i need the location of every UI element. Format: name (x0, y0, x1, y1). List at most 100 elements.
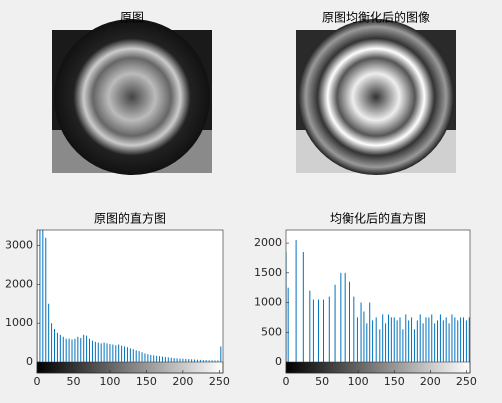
bar (396, 320, 398, 362)
bar (135, 350, 137, 362)
axes-box (285, 229, 471, 374)
bar (144, 353, 146, 362)
bar (295, 240, 297, 362)
y-tick-label: 500 (261, 325, 282, 338)
x-tick-label: 200 (420, 375, 441, 388)
bar (393, 317, 395, 362)
bar (199, 359, 201, 362)
bar (182, 358, 184, 362)
bar (196, 359, 198, 362)
bar (45, 237, 47, 362)
bar (379, 329, 381, 362)
bar (176, 358, 178, 362)
bar (344, 272, 346, 362)
y-tick-label: 1000 (254, 296, 282, 309)
bar (167, 357, 169, 362)
bar (375, 317, 377, 362)
bar (42, 230, 44, 362)
bar (211, 360, 213, 362)
bar (317, 299, 319, 362)
bar (434, 323, 436, 362)
bar (334, 284, 336, 362)
bar (191, 359, 193, 362)
x-tick-label: 200 (172, 375, 193, 388)
bar (428, 317, 430, 362)
bar (369, 302, 371, 362)
bar (208, 360, 210, 362)
bar (439, 314, 441, 362)
bar (353, 296, 355, 362)
bar (405, 314, 407, 362)
bar (51, 323, 53, 362)
bar (48, 303, 50, 362)
bar (445, 317, 447, 362)
bar (457, 320, 459, 362)
bar (431, 314, 433, 362)
bars (286, 240, 470, 362)
bar (372, 320, 374, 362)
x-tick-label: 100 (348, 375, 369, 388)
x-tick-label: 50 (315, 375, 329, 388)
bar (59, 334, 61, 362)
bar (147, 354, 149, 362)
bar (468, 317, 470, 362)
image-right (296, 19, 456, 175)
bar (402, 329, 404, 362)
colorbar (285, 361, 471, 374)
bar (121, 345, 123, 362)
bar (179, 358, 181, 362)
bar (419, 314, 421, 362)
bar (408, 320, 410, 362)
x-tick-label: 0 (34, 375, 41, 388)
bar (366, 323, 368, 362)
bar (465, 320, 467, 362)
bar (112, 344, 114, 362)
bar (387, 314, 389, 362)
bar (91, 340, 93, 362)
bar (442, 320, 444, 362)
image-left (52, 19, 212, 175)
y-tick-label: 2000 (5, 277, 33, 290)
bar (164, 356, 166, 362)
bar (103, 342, 105, 362)
x-tick-label: 250 (456, 375, 477, 388)
bar (348, 281, 350, 362)
bar (56, 332, 58, 362)
y-tick-label: 2000 (254, 236, 282, 249)
bar (54, 329, 56, 362)
bar (422, 323, 424, 362)
bar (71, 339, 73, 362)
y-tick-label: 3000 (5, 239, 33, 252)
bar (106, 343, 108, 362)
chart-title: 均衡化后的直方图 (330, 211, 426, 226)
bar (328, 296, 330, 362)
bar (185, 358, 187, 362)
bar (220, 346, 222, 362)
bar (83, 334, 85, 362)
image-title: 原图均衡化后的图像 (322, 10, 430, 25)
bars (37, 230, 222, 362)
bar (118, 344, 120, 362)
plot-area (286, 230, 470, 373)
bar (425, 317, 427, 362)
bar (97, 342, 99, 362)
y-tick-label: 0 (275, 355, 282, 368)
bar (161, 356, 163, 362)
bar (124, 346, 126, 362)
bar (89, 338, 91, 362)
bar (399, 317, 401, 362)
bar (159, 356, 161, 362)
colorbar (36, 361, 224, 374)
y-tick-label: 1000 (5, 316, 33, 329)
bar (309, 290, 311, 362)
bar (390, 317, 392, 362)
x-tick-label: 50 (66, 375, 80, 388)
bar (312, 299, 314, 362)
bar (340, 272, 342, 362)
bar (115, 345, 117, 362)
x-tick-label: 0 (283, 375, 290, 388)
bar (150, 355, 152, 362)
bar (460, 317, 462, 362)
x-tick-label: 250 (209, 375, 230, 388)
